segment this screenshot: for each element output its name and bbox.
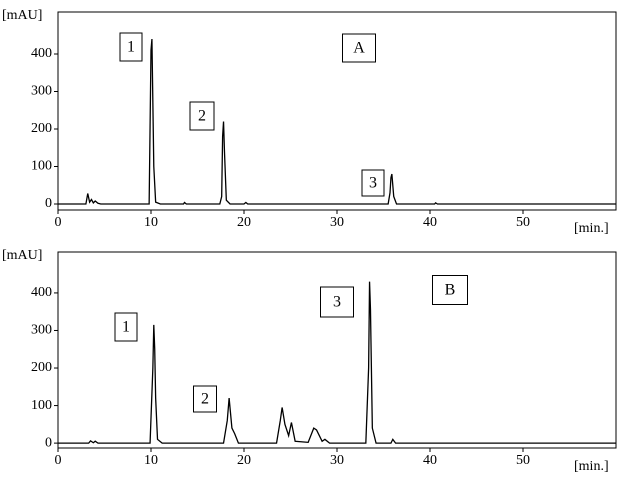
y-tick-label: 300 (31, 84, 52, 99)
annotation-box (361, 169, 385, 197)
x-tick-label: 40 (423, 215, 437, 230)
x-tick-label: 30 (330, 453, 344, 468)
annotation-box (342, 33, 376, 63)
annotation-box (432, 275, 468, 305)
x-tick-label: 0 (55, 453, 62, 468)
annotation: 3 (333, 294, 341, 311)
annotation-box (320, 286, 354, 318)
annotation: A (353, 40, 365, 57)
y-tick-label: 100 (31, 398, 52, 413)
annotation: 2 (198, 108, 206, 125)
x-axis-label: [min.] (574, 221, 609, 236)
x-tick-label: 40 (423, 453, 437, 468)
x-tick-label: 20 (237, 215, 251, 230)
x-tick-label: 0 (55, 215, 62, 230)
annotation: 2 (201, 391, 209, 408)
annotation-box (193, 385, 217, 413)
annotation: 3 (369, 175, 377, 192)
annotation: B (445, 282, 456, 299)
trace (58, 281, 616, 444)
annotation: 1 (122, 319, 130, 336)
y-tick-label: 200 (31, 121, 52, 136)
y-tick-label: 0 (45, 196, 52, 211)
plot-frame (57, 251, 617, 449)
y-tick-label: 300 (31, 323, 52, 338)
x-tick-label: 20 (237, 453, 251, 468)
y-tick-label: 200 (31, 360, 52, 375)
annotation: 1 (127, 39, 135, 56)
y-tick-label: 0 (45, 435, 52, 450)
x-axis-label: [min.] (574, 459, 609, 474)
annotation-box (114, 312, 138, 342)
annotation-box (119, 32, 143, 62)
x-tick-label: 10 (144, 453, 158, 468)
y-axis-label: [mAU] (2, 8, 42, 23)
y-tick-label: 400 (31, 285, 52, 300)
y-axis-label: [mAU] (2, 248, 42, 263)
x-tick-label: 10 (144, 215, 158, 230)
x-tick-label: 30 (330, 215, 344, 230)
annotation-box (189, 101, 215, 131)
x-tick-label: 50 (516, 215, 530, 230)
x-tick-label: 50 (516, 453, 530, 468)
y-tick-label: 400 (31, 46, 52, 61)
trace (58, 38, 616, 205)
y-tick-label: 100 (31, 159, 52, 174)
